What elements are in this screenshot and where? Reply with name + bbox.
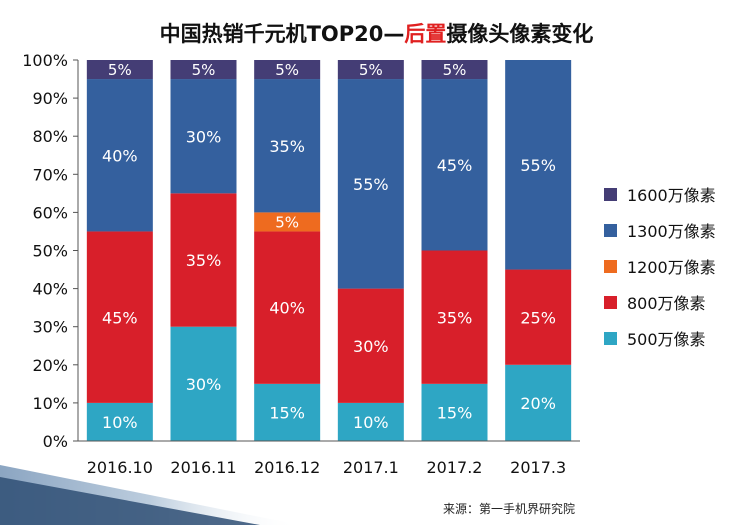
data-label: 20% xyxy=(520,394,556,413)
legend-item: 500万像素 xyxy=(604,320,716,356)
bar-segment-4-4 xyxy=(337,79,404,289)
data-label: 10% xyxy=(102,413,138,432)
x-tick-label: 2016.10 xyxy=(87,458,153,477)
bar-segment-1-6 xyxy=(505,364,572,441)
source-note: 来源：第一手机界研究院 xyxy=(443,502,576,516)
bar-segment-2-3 xyxy=(254,231,321,384)
data-label: 5% xyxy=(275,61,299,79)
data-label: 5% xyxy=(192,61,216,79)
data-label: 15% xyxy=(269,404,305,423)
x-tick-label: 2016.12 xyxy=(254,458,320,477)
bar-segment-2-1 xyxy=(86,231,153,403)
legend-label: 1200万像素 xyxy=(627,258,716,277)
legend-label: 500万像素 xyxy=(627,330,706,349)
bar-segment-5-1 xyxy=(86,60,153,80)
data-label: 5% xyxy=(275,214,299,232)
bar-segment-2-4 xyxy=(337,288,404,403)
corner-swoosh-decoration xyxy=(0,465,300,525)
data-label: 55% xyxy=(353,175,389,194)
title-part1: 中国热销千元机TOP20— xyxy=(159,22,405,46)
y-tick-label: 80% xyxy=(32,127,68,146)
legend-item: 800万像素 xyxy=(604,284,716,320)
y-tick-label: 70% xyxy=(32,165,68,184)
bar-segment-4-5 xyxy=(421,79,488,251)
y-tick-label: 50% xyxy=(32,242,68,261)
legend-item: 1600万像素 xyxy=(604,176,716,212)
y-tick-label: 100% xyxy=(22,51,68,70)
data-label: 40% xyxy=(269,299,305,318)
data-label: 45% xyxy=(102,308,138,327)
legend-swatch xyxy=(604,223,617,237)
bar-segment-4-3 xyxy=(254,79,321,213)
data-label: 10% xyxy=(353,413,389,432)
bar-segment-1-3 xyxy=(254,383,321,441)
chart-legend: 1600万像素 1300万像素 1200万像素 800万像素 500万像素 xyxy=(604,176,716,356)
bar-segment-1-1 xyxy=(86,402,153,441)
legend-item: 1300万像素 xyxy=(604,212,716,248)
data-label: 45% xyxy=(437,156,473,175)
y-tick-label: 40% xyxy=(32,280,68,299)
title-highlight: 后置 xyxy=(404,22,447,46)
bar-segment-2-5 xyxy=(421,250,488,384)
data-label: 25% xyxy=(520,308,556,327)
bar-segment-1-4 xyxy=(337,402,404,441)
bar-segment-5-3 xyxy=(254,60,321,80)
data-label: 5% xyxy=(359,61,383,79)
y-tick-label: 20% xyxy=(32,356,68,375)
x-tick-label: 2017.2 xyxy=(427,458,483,477)
bar-segment-4-1 xyxy=(86,79,153,232)
data-label: 30% xyxy=(186,375,222,394)
legend-swatch xyxy=(604,187,617,201)
bar-segment-1-5 xyxy=(421,383,488,441)
bar-segment-2-6 xyxy=(505,269,572,365)
bar-segment-4-2 xyxy=(170,79,237,194)
bar-segment-5-2 xyxy=(170,60,237,80)
x-tick-label: 2016.11 xyxy=(170,458,236,477)
data-label: 30% xyxy=(353,337,389,356)
bar-segment-4-6 xyxy=(505,60,572,270)
y-tick-label: 10% xyxy=(32,394,68,413)
data-label: 40% xyxy=(102,146,138,165)
y-tick-label: 90% xyxy=(32,89,68,108)
bar-segment-5-5 xyxy=(421,60,488,80)
y-tick-label: 30% xyxy=(32,318,68,337)
data-label: 55% xyxy=(520,156,556,175)
legend-swatch xyxy=(604,295,617,309)
legend-label: 800万像素 xyxy=(627,294,706,313)
data-label: 35% xyxy=(186,251,222,270)
legend-label: 1300万像素 xyxy=(627,222,716,241)
data-label: 15% xyxy=(437,404,473,423)
bar-segment-2-2 xyxy=(170,193,237,327)
x-tick-label: 2017.3 xyxy=(510,458,566,477)
legend-swatch xyxy=(604,331,617,345)
chart-title: 中国热销千元机TOP20—后置摄像头像素变化 xyxy=(0,18,753,48)
data-label: 35% xyxy=(269,137,305,156)
title-part2: 摄像头像素变化 xyxy=(446,22,594,46)
bar-segment-3-3 xyxy=(254,212,321,232)
data-label: 30% xyxy=(186,127,222,146)
bar-segment-5-4 xyxy=(337,60,404,80)
data-label: 5% xyxy=(443,61,467,79)
x-tick-label: 2017.1 xyxy=(343,458,399,477)
data-label: 35% xyxy=(437,308,473,327)
legend-label: 1600万像素 xyxy=(627,186,716,205)
bar-segment-1-2 xyxy=(170,326,237,441)
data-label: 5% xyxy=(108,61,132,79)
legend-swatch xyxy=(604,259,617,273)
y-tick-label: 0% xyxy=(43,432,68,451)
legend-item: 1200万像素 xyxy=(604,248,716,284)
y-tick-label: 60% xyxy=(32,203,68,222)
